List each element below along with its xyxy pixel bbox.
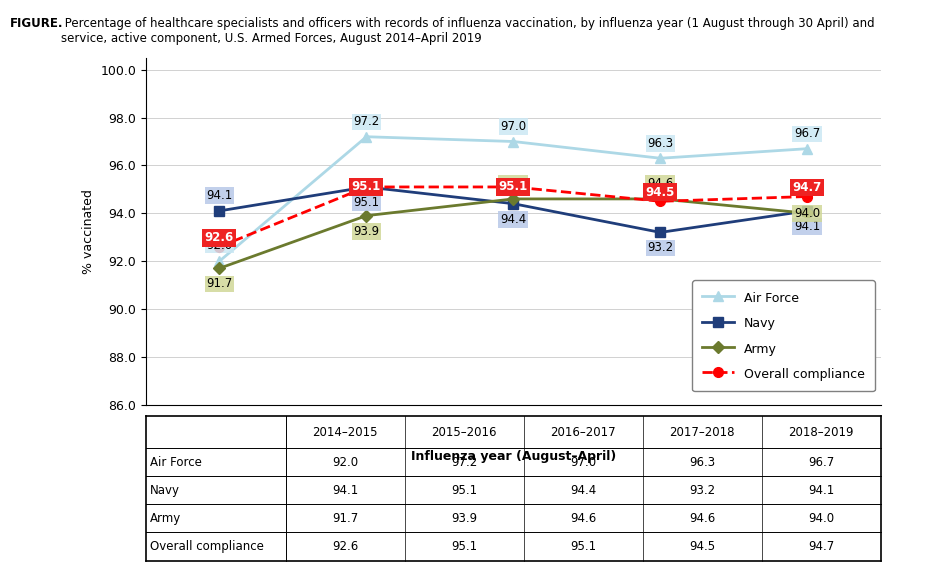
Text: 93.9: 93.9 [353, 225, 380, 238]
Text: 95.1: 95.1 [451, 540, 478, 553]
Text: 95.1: 95.1 [570, 540, 596, 553]
Text: 93.2: 93.2 [690, 484, 715, 497]
Text: Army: Army [150, 512, 181, 525]
Text: 96.3: 96.3 [647, 137, 674, 150]
Text: 92.6: 92.6 [332, 540, 358, 553]
Text: 95.1: 95.1 [451, 484, 478, 497]
Text: FIGURE.: FIGURE. [9, 17, 63, 30]
Text: 95.1: 95.1 [498, 180, 528, 194]
Text: 94.1: 94.1 [794, 220, 820, 233]
Text: 2015–2016: 2015–2016 [431, 425, 497, 439]
Text: 96.7: 96.7 [808, 455, 835, 469]
Text: 97.2: 97.2 [451, 455, 478, 469]
Text: 94.5: 94.5 [690, 540, 715, 553]
Text: 94.4: 94.4 [500, 213, 527, 226]
Text: 95.1: 95.1 [353, 196, 380, 209]
Text: Navy: Navy [150, 484, 180, 497]
Text: 94.7: 94.7 [792, 181, 822, 194]
Text: Overall compliance: Overall compliance [150, 540, 264, 553]
Text: 2014–2015: 2014–2015 [313, 425, 378, 439]
Text: 94.1: 94.1 [206, 189, 233, 202]
Text: 94.6: 94.6 [570, 512, 596, 525]
Text: 96.3: 96.3 [690, 455, 715, 469]
Text: 94.6: 94.6 [647, 177, 674, 190]
Text: 2016–2017: 2016–2017 [550, 425, 616, 439]
Text: 94.1: 94.1 [808, 484, 835, 497]
Text: 2017–2018: 2017–2018 [670, 425, 735, 439]
Text: 94.4: 94.4 [570, 484, 596, 497]
Legend: Air Force, Navy, Army, Overall compliance: Air Force, Navy, Army, Overall complianc… [692, 280, 874, 391]
Text: Influenza year (August–April): Influenza year (August–April) [411, 450, 616, 462]
Text: 97.2: 97.2 [353, 116, 380, 128]
Text: 91.7: 91.7 [206, 277, 233, 290]
Text: 91.7: 91.7 [332, 512, 358, 525]
Text: 94.7: 94.7 [808, 540, 835, 553]
Text: Percentage of healthcare specialists and officers with records of influenza vacc: Percentage of healthcare specialists and… [61, 17, 875, 45]
Text: 97.0: 97.0 [500, 120, 527, 133]
Text: 94.6: 94.6 [500, 177, 527, 190]
Text: 94.1: 94.1 [332, 484, 358, 497]
Text: 2018–2019: 2018–2019 [788, 425, 854, 439]
Text: 94.0: 94.0 [808, 512, 835, 525]
Text: 96.7: 96.7 [794, 127, 820, 140]
Text: 95.1: 95.1 [351, 180, 382, 194]
Text: 92.6: 92.6 [204, 231, 235, 244]
Text: 94.5: 94.5 [645, 186, 675, 199]
Text: 92.0: 92.0 [333, 455, 358, 469]
Text: Air Force: Air Force [150, 455, 202, 469]
Text: 93.2: 93.2 [647, 242, 674, 254]
Y-axis label: % vaccinated: % vaccinated [82, 189, 95, 273]
Text: 92.0: 92.0 [206, 239, 233, 251]
Text: 97.0: 97.0 [570, 455, 596, 469]
Text: 93.9: 93.9 [451, 512, 478, 525]
Text: 94.6: 94.6 [690, 512, 715, 525]
Text: 94.0: 94.0 [794, 207, 820, 220]
